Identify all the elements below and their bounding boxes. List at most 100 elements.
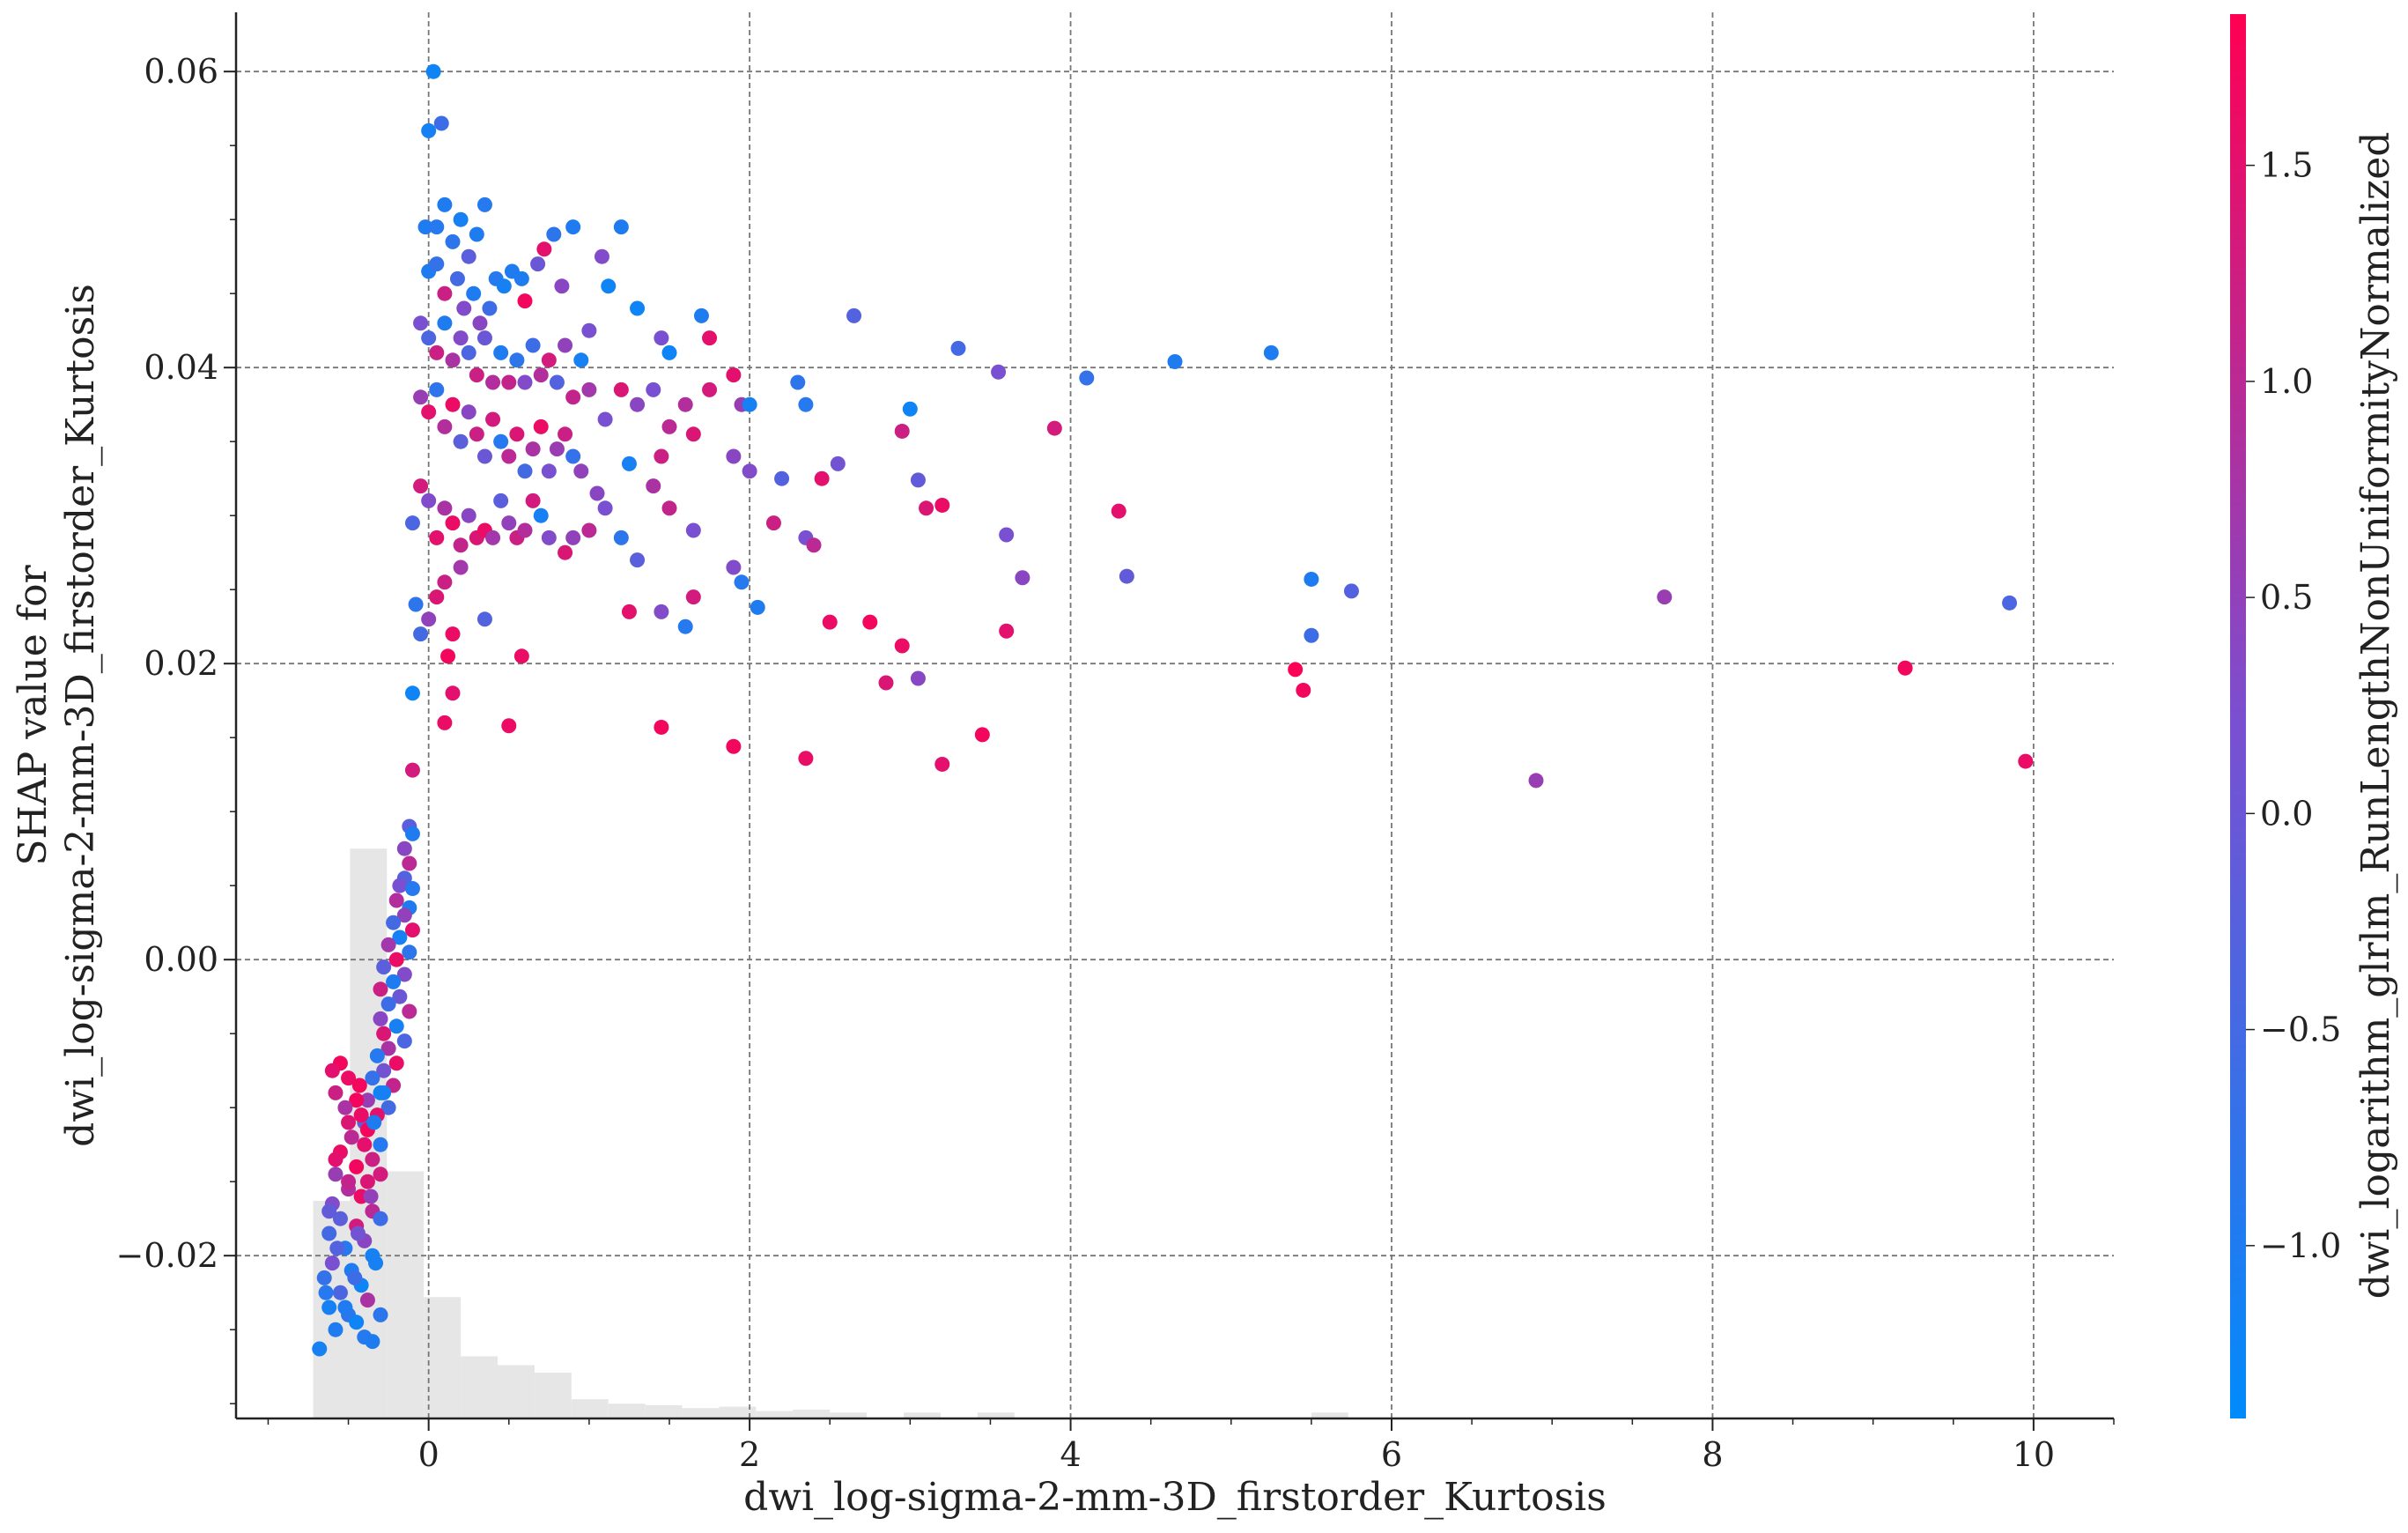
scatter-point <box>654 448 669 464</box>
y-axis-title-line-1: SHAP value for <box>11 564 55 865</box>
scatter-point <box>373 1307 388 1322</box>
scatter-point <box>517 293 533 309</box>
scatter-point <box>493 344 509 360</box>
scatter-point <box>373 1011 388 1026</box>
scatter-point <box>421 330 437 346</box>
scatter-point <box>461 404 476 420</box>
scatter-point <box>485 530 501 545</box>
scatter-point <box>558 544 573 560</box>
scatter-point <box>413 626 429 642</box>
scatter-point <box>461 507 476 523</box>
scatter-point <box>919 500 934 516</box>
histogram-bar <box>977 1412 1015 1418</box>
scatter-point <box>613 530 629 545</box>
scatter-point <box>386 974 402 989</box>
scatter-point <box>513 648 529 664</box>
histogram-bar <box>424 1297 462 1418</box>
scatter-point <box>337 1100 353 1115</box>
scatter-point <box>341 1174 357 1189</box>
scatter-point <box>392 989 408 1004</box>
scatter-point <box>1304 627 1319 643</box>
scatter-point <box>445 396 461 412</box>
colorbar <box>2230 14 2246 1418</box>
colorbar-tick-label: −1.0 <box>2260 1226 2341 1265</box>
scatter-point <box>476 196 492 212</box>
scatter-point <box>999 527 1015 543</box>
scatter-point <box>365 1334 380 1350</box>
scatter-point <box>476 448 492 464</box>
scatter-point <box>1111 503 1126 519</box>
scatter-point <box>613 219 629 235</box>
histogram-bar <box>608 1403 646 1418</box>
scatter-point <box>485 374 501 390</box>
scatter-point <box>329 1240 345 1256</box>
scatter-point <box>654 330 669 346</box>
scatter-point <box>396 841 412 856</box>
scatter-point <box>429 344 445 360</box>
scatter-point <box>513 270 529 286</box>
x-tick-label: 10 <box>2013 1435 2055 1474</box>
y-tick-label: 0.04 <box>144 348 218 387</box>
x-axis-ticks: 0 2 4 6 8 10 <box>267 1418 2115 1474</box>
scatter-point <box>2002 595 2018 611</box>
scatter-point <box>654 604 669 619</box>
scatter-point <box>402 944 417 960</box>
scatter-point <box>341 1115 357 1130</box>
y-axis-title: SHAP value for dwi_log-sigma-2-mm-3D_fir… <box>11 284 103 1147</box>
scatter-point <box>509 352 525 368</box>
histogram-bar <box>645 1404 683 1418</box>
grid-lines <box>236 12 2114 1418</box>
colorbar-tick-label: 1.5 <box>2260 146 2313 185</box>
scatter-point <box>950 340 966 356</box>
scatter-point <box>445 233 461 249</box>
histogram-bar <box>387 1171 425 1418</box>
scatter-point <box>429 219 445 235</box>
scatter-point <box>429 256 445 272</box>
scatter-point <box>554 278 570 294</box>
scatter-point <box>437 715 453 730</box>
scatter-point <box>654 719 669 735</box>
scatter-point <box>910 670 926 686</box>
scatter-point <box>685 589 701 605</box>
scatter-point <box>1079 370 1095 386</box>
scatter-point <box>846 307 862 323</box>
scatter-point <box>380 996 396 1012</box>
scatter-point <box>437 315 453 331</box>
histogram-bar <box>1311 1412 1348 1418</box>
colorbar-tick-label: 0.0 <box>2260 794 2313 833</box>
scatter-point <box>661 418 677 434</box>
scatter-point <box>726 367 742 383</box>
x-tick-label: 6 <box>1381 1435 1402 1474</box>
scatter-point <box>830 455 846 471</box>
scatter-point <box>445 626 461 642</box>
scatter-point <box>621 604 637 619</box>
scatter-point <box>541 463 557 479</box>
scatter-point <box>501 515 517 531</box>
scatter-point <box>332 1211 348 1226</box>
histogram-bar <box>830 1412 868 1418</box>
scatter-point <box>581 522 597 538</box>
scatter-point <box>321 1226 337 1241</box>
scatter-point <box>862 614 878 630</box>
scatter-point <box>445 515 461 531</box>
scatter-point <box>934 756 950 772</box>
histogram-bar <box>498 1365 535 1418</box>
scatter-point <box>368 1255 384 1271</box>
scatter-point <box>413 478 429 494</box>
scatter-point <box>396 1033 412 1049</box>
scatter-point <box>350 1226 366 1241</box>
scatter-point <box>413 315 429 331</box>
scatter-point <box>359 1174 375 1189</box>
scatter-point <box>734 574 750 590</box>
scatter-point <box>449 270 465 286</box>
scatter-point <box>453 211 469 227</box>
scatter-point <box>517 463 533 479</box>
scatter-point <box>597 500 613 516</box>
x-tick-label: 0 <box>418 1435 439 1474</box>
scatter-point <box>1167 353 1183 369</box>
scatter-point <box>433 115 449 131</box>
scatter-point <box>517 522 533 538</box>
scatter-point <box>496 278 512 294</box>
scatter-point <box>324 1063 340 1078</box>
scatter-point <box>404 685 420 701</box>
